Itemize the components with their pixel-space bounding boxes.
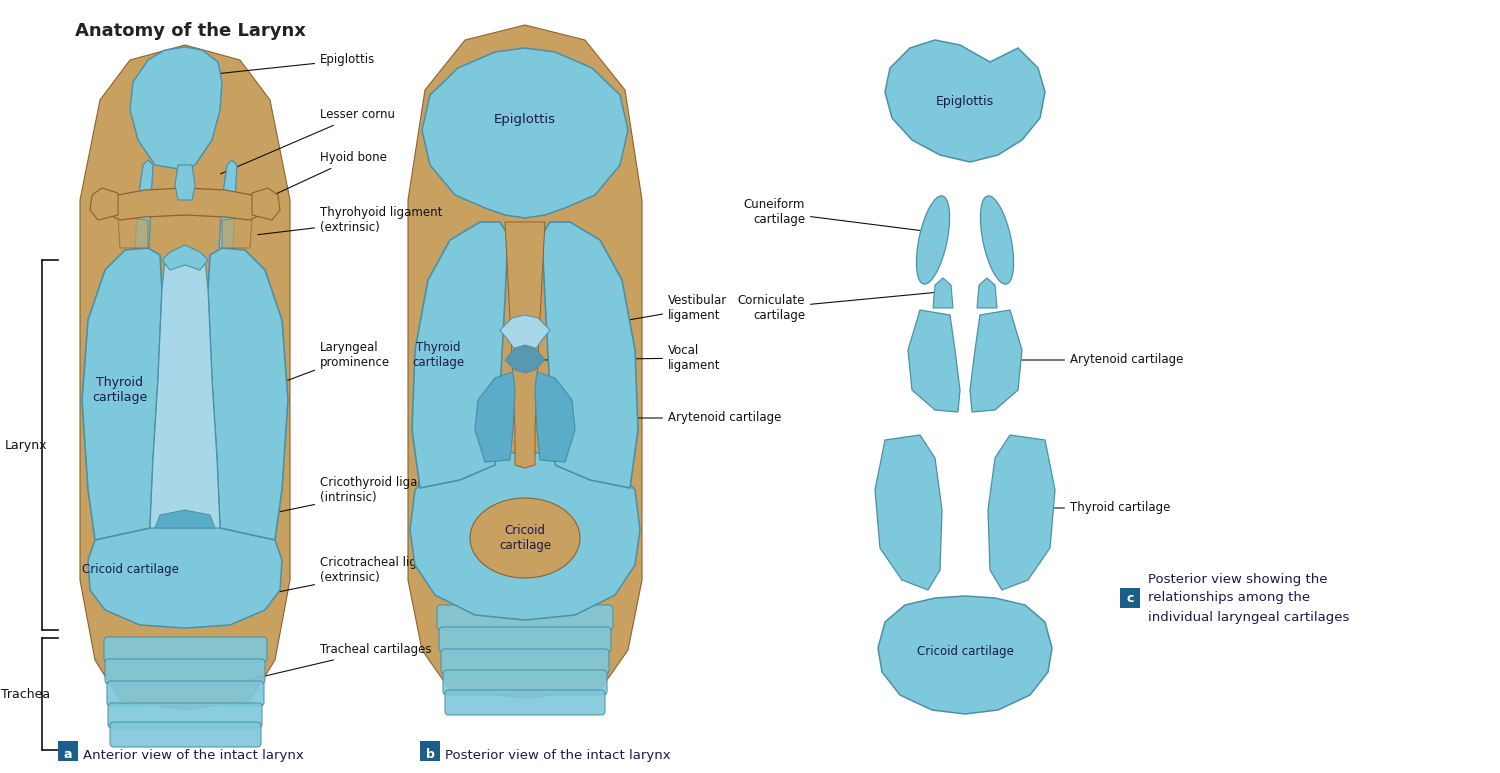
Polygon shape: [500, 315, 550, 350]
Text: Larynx: Larynx: [4, 438, 48, 451]
Polygon shape: [135, 160, 153, 248]
Polygon shape: [988, 435, 1054, 590]
Polygon shape: [176, 165, 195, 200]
Ellipse shape: [981, 196, 1014, 284]
Polygon shape: [970, 310, 1022, 412]
FancyBboxPatch shape: [58, 741, 78, 761]
Text: Trachea: Trachea: [2, 687, 51, 700]
Polygon shape: [252, 188, 280, 220]
Polygon shape: [506, 345, 544, 373]
Polygon shape: [80, 45, 290, 710]
Text: Thyroid cartilage: Thyroid cartilage: [1011, 502, 1170, 515]
Polygon shape: [118, 218, 148, 248]
Text: Posterior view of the intact larynx: Posterior view of the intact larynx: [446, 748, 670, 761]
Polygon shape: [476, 372, 514, 462]
Polygon shape: [878, 596, 1052, 714]
Text: Lesser cornu: Lesser cornu: [220, 108, 394, 174]
FancyBboxPatch shape: [110, 722, 261, 747]
Text: Thyroid
cartilage: Thyroid cartilage: [413, 341, 464, 369]
Text: Thyrohyoid ligament
(extrinsic): Thyrohyoid ligament (extrinsic): [258, 206, 442, 235]
Text: Epiglottis: Epiglottis: [936, 96, 994, 108]
Polygon shape: [90, 188, 118, 220]
Text: Epiglottis: Epiglottis: [209, 53, 375, 75]
Polygon shape: [162, 245, 209, 270]
Text: Posterior view showing the
relationships among the
individual laryngeal cartilag: Posterior view showing the relationships…: [1148, 573, 1350, 624]
FancyBboxPatch shape: [441, 649, 609, 674]
Polygon shape: [885, 40, 1046, 162]
Text: Epiglottis: Epiglottis: [494, 114, 556, 127]
Ellipse shape: [916, 196, 950, 284]
Polygon shape: [976, 278, 998, 308]
Text: Arytenoid cartilage: Arytenoid cartilage: [1011, 353, 1184, 366]
Text: Cuneiform
cartilage: Cuneiform cartilage: [744, 198, 928, 232]
FancyBboxPatch shape: [420, 741, 440, 761]
Polygon shape: [536, 372, 574, 462]
Polygon shape: [413, 222, 509, 488]
Ellipse shape: [470, 498, 580, 578]
FancyBboxPatch shape: [440, 627, 610, 652]
Text: Arytenoid cartilage: Arytenoid cartilage: [573, 411, 782, 424]
Text: Corniculate
cartilage: Corniculate cartilage: [738, 292, 938, 322]
Polygon shape: [154, 510, 214, 528]
FancyBboxPatch shape: [436, 605, 614, 630]
Polygon shape: [874, 435, 942, 590]
Polygon shape: [410, 452, 640, 620]
Polygon shape: [222, 218, 252, 248]
Text: b: b: [426, 748, 435, 761]
FancyBboxPatch shape: [106, 681, 264, 706]
Text: Vestibular
ligament: Vestibular ligament: [544, 294, 728, 335]
Text: Cricoid
cartilage: Cricoid cartilage: [500, 524, 550, 552]
Text: Tracheal cartilages: Tracheal cartilages: [251, 643, 432, 679]
FancyBboxPatch shape: [1120, 588, 1140, 608]
Polygon shape: [219, 160, 237, 248]
Polygon shape: [150, 253, 220, 528]
Text: Hyoid bone: Hyoid bone: [255, 152, 387, 204]
FancyBboxPatch shape: [442, 670, 608, 695]
Polygon shape: [130, 47, 222, 170]
Polygon shape: [88, 523, 282, 628]
Text: a: a: [63, 748, 72, 761]
Polygon shape: [908, 310, 960, 412]
Text: c: c: [1126, 591, 1134, 604]
Text: Cricoid cartilage: Cricoid cartilage: [916, 645, 1014, 659]
FancyBboxPatch shape: [446, 690, 604, 715]
Text: Vocal
ligament: Vocal ligament: [544, 344, 720, 372]
Text: Anterior view of the intact larynx: Anterior view of the intact larynx: [82, 748, 303, 761]
FancyBboxPatch shape: [105, 659, 266, 684]
Polygon shape: [108, 188, 262, 220]
FancyBboxPatch shape: [104, 637, 267, 662]
Text: Cricoid cartilage: Cricoid cartilage: [81, 564, 178, 577]
Text: Cricotracheal ligament
(extrinsic): Cricotracheal ligament (extrinsic): [251, 556, 454, 598]
Polygon shape: [506, 222, 544, 468]
Polygon shape: [408, 25, 642, 698]
Polygon shape: [82, 248, 162, 540]
Text: Anatomy of the Larynx: Anatomy of the Larynx: [75, 22, 306, 40]
FancyBboxPatch shape: [108, 703, 262, 728]
Text: Thyroid
cartilage: Thyroid cartilage: [93, 376, 147, 404]
Polygon shape: [209, 248, 288, 540]
Text: Cricothyroid ligament
(intrinsic): Cricothyroid ligament (intrinsic): [243, 476, 448, 519]
Polygon shape: [933, 278, 952, 308]
Polygon shape: [542, 222, 638, 488]
Text: Laryngeal
prominence: Laryngeal prominence: [264, 341, 390, 389]
Polygon shape: [422, 48, 628, 218]
